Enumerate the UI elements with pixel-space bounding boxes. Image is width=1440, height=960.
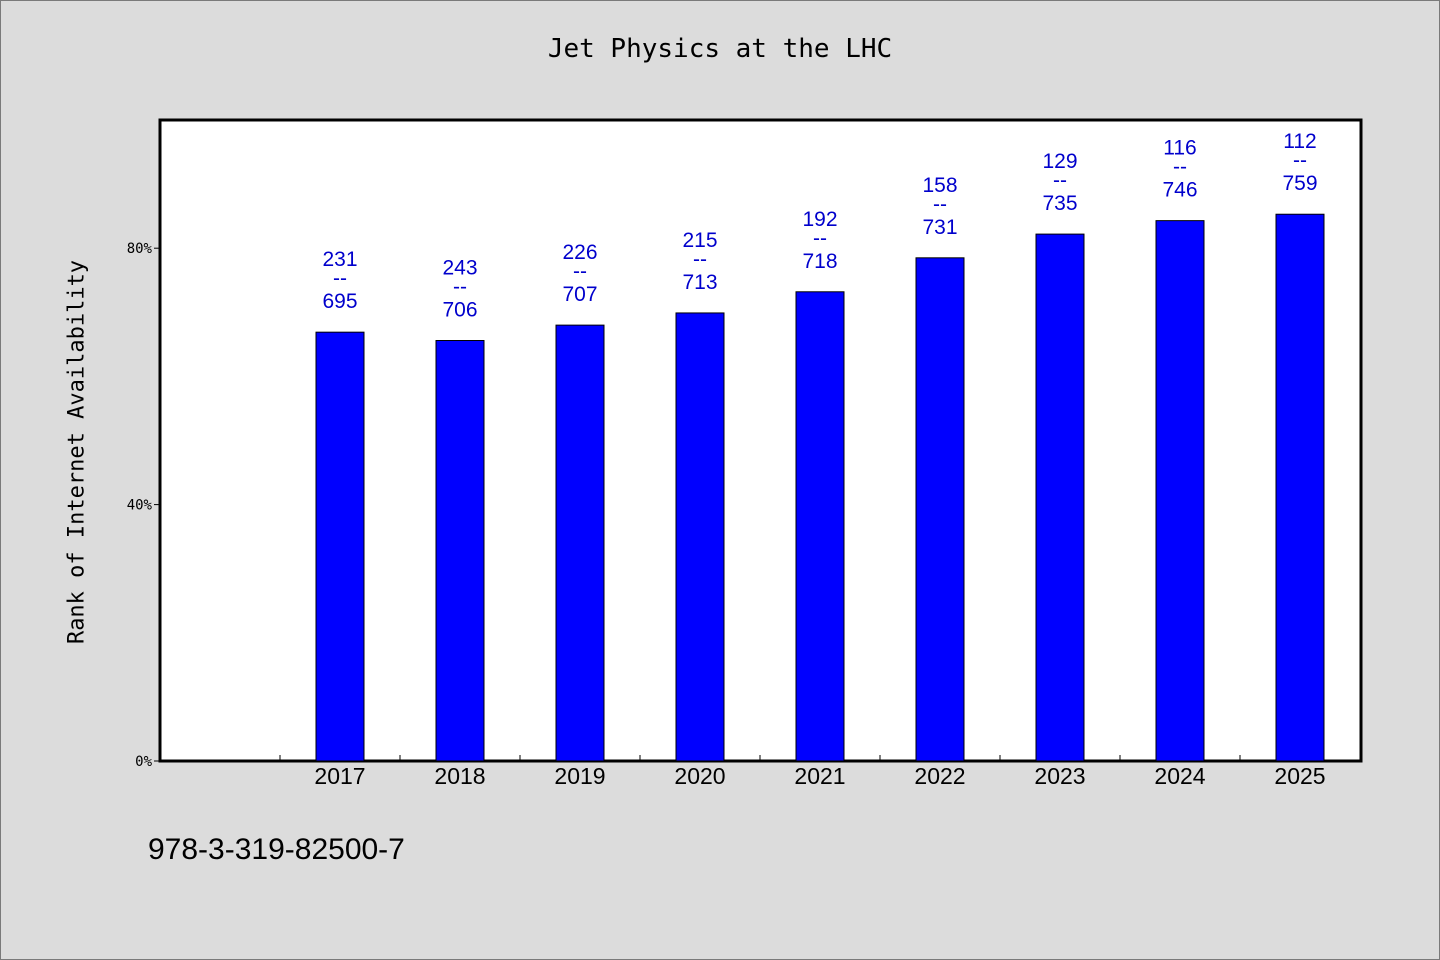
data-label-bottom: 731 — [922, 216, 957, 239]
data-label-bottom: 706 — [442, 299, 477, 322]
bar — [1155, 220, 1205, 762]
chart-title: Jet Physics at the LHC — [547, 34, 893, 64]
bar — [915, 257, 965, 762]
data-label-top: 112 — [1283, 130, 1316, 153]
x-category-label: 2022 — [914, 763, 965, 789]
y-tick-label: 0% — [135, 754, 152, 770]
data-label-bottom: 718 — [802, 250, 837, 273]
footer-code: 978-3-319-82500-7 — [148, 833, 405, 866]
data-label-bottom: 746 — [1162, 179, 1197, 202]
data-label-bottom: 695 — [322, 290, 357, 313]
x-category-label: 2017 — [314, 763, 365, 789]
y-tick-label: 80% — [127, 241, 153, 257]
data-label-separator: -- — [933, 193, 947, 216]
x-category-label: 2025 — [1274, 763, 1325, 789]
data-label-separator: -- — [333, 267, 347, 290]
data-label-top: 226 — [562, 241, 597, 264]
data-label-top: 116 — [1163, 137, 1196, 160]
x-category-label: 2020 — [674, 763, 725, 789]
data-label-separator: -- — [453, 276, 467, 299]
x-category-label: 2024 — [1154, 763, 1205, 789]
data-label-bottom: 735 — [1042, 192, 1077, 215]
data-label-bottom: 707 — [562, 283, 597, 306]
x-category-label: 2023 — [1034, 763, 1085, 789]
bar — [435, 340, 485, 762]
bar — [1275, 213, 1325, 762]
data-label-separator: -- — [573, 260, 587, 283]
bar — [1035, 233, 1085, 762]
bar — [315, 331, 365, 762]
x-category-label: 2019 — [554, 763, 605, 789]
data-label-bottom: 759 — [1282, 172, 1317, 195]
data-label-top: 158 — [922, 174, 957, 197]
data-label-top: 192 — [802, 208, 837, 231]
data-label-bottom: 713 — [682, 271, 717, 294]
data-label-top: 231 — [322, 248, 357, 271]
data-label-separator: -- — [1173, 156, 1187, 179]
data-label-top: 215 — [682, 229, 717, 252]
bar — [795, 291, 845, 762]
data-label-separator: -- — [813, 227, 827, 250]
data-label-top: 243 — [442, 257, 477, 280]
y-tick-label: 40% — [127, 498, 153, 514]
data-label-separator: -- — [1293, 149, 1307, 172]
bar — [675, 312, 725, 762]
data-label-separator: -- — [1053, 169, 1067, 192]
x-category-label: 2018 — [434, 763, 485, 789]
x-category-label: 2021 — [794, 763, 845, 789]
data-label-separator: -- — [693, 248, 707, 271]
data-label-top: 129 — [1042, 150, 1077, 173]
bar — [555, 324, 605, 762]
